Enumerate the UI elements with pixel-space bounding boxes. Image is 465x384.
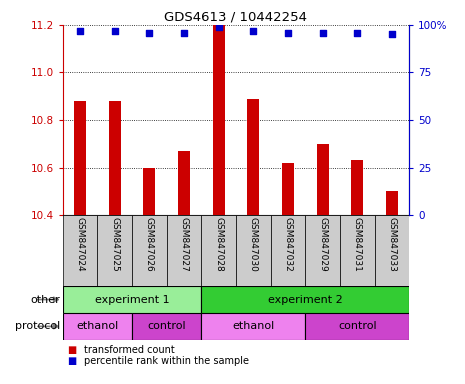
Point [215, 24, 222, 30]
Text: GSM847025: GSM847025 [110, 217, 119, 272]
Text: ethanol: ethanol [76, 321, 119, 331]
Bar [63, 286, 201, 313]
Bar [305, 215, 340, 288]
Bar [201, 313, 305, 340]
Text: GSM847028: GSM847028 [214, 217, 223, 272]
Point [388, 31, 396, 38]
Bar [375, 215, 409, 288]
Bar [132, 313, 201, 340]
Bar [271, 215, 305, 288]
Text: control: control [338, 321, 377, 331]
Bar [109, 101, 121, 215]
Bar [213, 25, 225, 215]
Bar [351, 161, 363, 215]
Bar [305, 313, 409, 340]
Bar [201, 215, 236, 288]
Text: GSM847026: GSM847026 [145, 217, 154, 272]
Point [250, 28, 257, 34]
Bar [143, 167, 155, 215]
Text: experiment 1: experiment 1 [95, 295, 169, 305]
Bar [132, 215, 166, 288]
Text: other: other [31, 295, 60, 305]
Point [284, 30, 292, 36]
Point [111, 28, 119, 34]
Text: ethanol: ethanol [232, 321, 274, 331]
Bar [63, 215, 98, 288]
Text: percentile rank within the sample: percentile rank within the sample [84, 356, 249, 366]
Text: GSM847030: GSM847030 [249, 217, 258, 272]
Text: GSM847033: GSM847033 [387, 217, 396, 272]
Bar [178, 151, 190, 215]
Text: GSM847031: GSM847031 [353, 217, 362, 272]
Text: GSM847032: GSM847032 [284, 217, 292, 272]
Text: experiment 2: experiment 2 [268, 295, 343, 305]
Text: GSM847029: GSM847029 [318, 217, 327, 272]
Text: protocol: protocol [15, 321, 60, 331]
Point [146, 30, 153, 36]
Text: ■: ■ [67, 345, 77, 355]
Bar [282, 163, 294, 215]
Bar [63, 313, 132, 340]
Text: transformed count: transformed count [84, 345, 174, 355]
Title: GDS4613 / 10442254: GDS4613 / 10442254 [165, 11, 307, 24]
Point [76, 28, 84, 34]
Bar [167, 215, 201, 288]
Point [353, 30, 361, 36]
Bar [340, 215, 374, 288]
Bar [201, 286, 409, 313]
Point [180, 30, 188, 36]
Text: GSM847027: GSM847027 [179, 217, 188, 272]
Bar [247, 99, 259, 215]
Text: ■: ■ [67, 356, 77, 366]
Bar [98, 215, 132, 288]
Bar [317, 144, 329, 215]
Text: control: control [147, 321, 186, 331]
Text: GSM847024: GSM847024 [76, 217, 85, 272]
Bar [74, 101, 86, 215]
Point [319, 30, 326, 36]
Bar [236, 215, 271, 288]
Bar [386, 191, 398, 215]
